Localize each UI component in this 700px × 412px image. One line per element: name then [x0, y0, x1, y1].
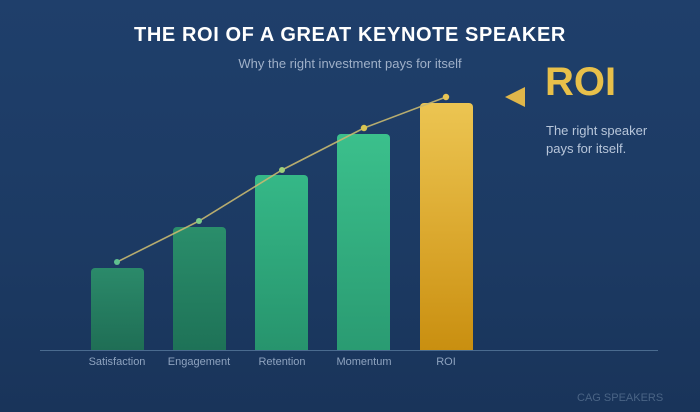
trend-point-roi [442, 93, 450, 101]
x-label-roi: ROI [436, 356, 456, 368]
brand-footer: CAG SPEAKERS [577, 392, 664, 404]
arrow-left-icon [505, 87, 525, 107]
trend-point-retention [279, 167, 285, 173]
bar-retention [255, 175, 308, 350]
bar-engagement [173, 227, 226, 350]
roi-note: The right speaker pays for itself. [546, 123, 648, 156]
chart-subtitle: Why the right investment pays for itself [238, 56, 462, 71]
x-label-satisfaction: Satisfaction [88, 356, 146, 368]
trend-point-satisfaction [114, 259, 120, 265]
bar-roi [420, 103, 473, 350]
roi-headline: ROI [545, 60, 617, 104]
trend-point-momentum [360, 124, 368, 132]
bar-momentum [337, 134, 390, 350]
bar-satisfaction [91, 268, 144, 350]
x-label-engagement: Engagement [167, 356, 231, 368]
chart-title: THE ROI OF A GREAT KEYNOTE SPEAKER [134, 24, 566, 46]
trend-point-engagement [196, 218, 202, 224]
x-axis-line [40, 350, 658, 351]
x-label-retention: Retention [258, 356, 306, 368]
x-label-momentum: Momentum [336, 356, 392, 368]
